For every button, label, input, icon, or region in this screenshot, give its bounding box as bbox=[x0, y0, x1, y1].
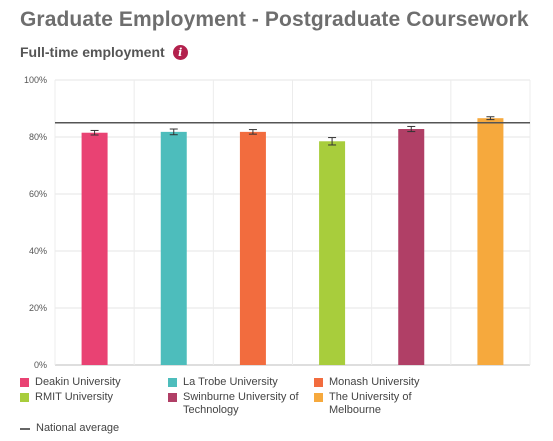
legend-item-national-average[interactable]: National average bbox=[20, 422, 170, 435]
info-icon[interactable]: i bbox=[172, 44, 188, 60]
subtitle-row: Full-time employment i bbox=[20, 44, 188, 60]
y-tick-label: 100% bbox=[24, 75, 47, 85]
bar-chart: 0% 20% 40% 60% 80% 100% bbox=[24, 75, 531, 370]
bar bbox=[398, 129, 425, 365]
legend-label: The University of Melbourne bbox=[329, 391, 412, 416]
bar bbox=[81, 132, 108, 365]
legend-item-deakin[interactable]: Deakin University bbox=[20, 376, 170, 389]
legend-swatch bbox=[314, 378, 323, 387]
bar bbox=[477, 118, 504, 365]
legend-label: La Trobe University bbox=[183, 376, 278, 388]
legend-label: Monash University bbox=[329, 376, 420, 388]
legend-item-monash[interactable]: Monash University bbox=[314, 376, 464, 389]
y-tick-label: 0% bbox=[34, 360, 47, 370]
y-tick-label: 20% bbox=[29, 303, 47, 313]
y-tick-label: 80% bbox=[29, 132, 47, 142]
legend-label: Deakin University bbox=[35, 376, 121, 388]
y-tick-label: 60% bbox=[29, 189, 47, 199]
legend-line-swatch bbox=[20, 428, 30, 430]
legend-label: Swinburne University of Technology bbox=[183, 391, 299, 416]
legend-item-la-trobe[interactable]: La Trobe University bbox=[168, 376, 318, 389]
bar bbox=[319, 141, 346, 365]
legend-swatch bbox=[20, 393, 29, 402]
chart-subtitle: Full-time employment bbox=[20, 44, 165, 60]
legend-item-rmit[interactable]: RMIT University bbox=[20, 391, 170, 404]
legend-swatch bbox=[20, 378, 29, 387]
page-title: Graduate Employment - Postgraduate Cours… bbox=[20, 8, 529, 31]
legend-swatch bbox=[314, 393, 323, 402]
bar bbox=[160, 131, 187, 365]
legend-label: RMIT University bbox=[35, 391, 114, 403]
legend-item-melbourne[interactable]: The University of Melbourne bbox=[314, 391, 464, 417]
legend-label: National average bbox=[36, 422, 120, 434]
legend-swatch bbox=[168, 393, 177, 402]
legend-item-swinburne[interactable]: Swinburne University of Technology bbox=[168, 391, 318, 417]
bar bbox=[239, 131, 266, 365]
y-tick-label: 40% bbox=[29, 246, 47, 256]
legend-swatch bbox=[168, 378, 177, 387]
